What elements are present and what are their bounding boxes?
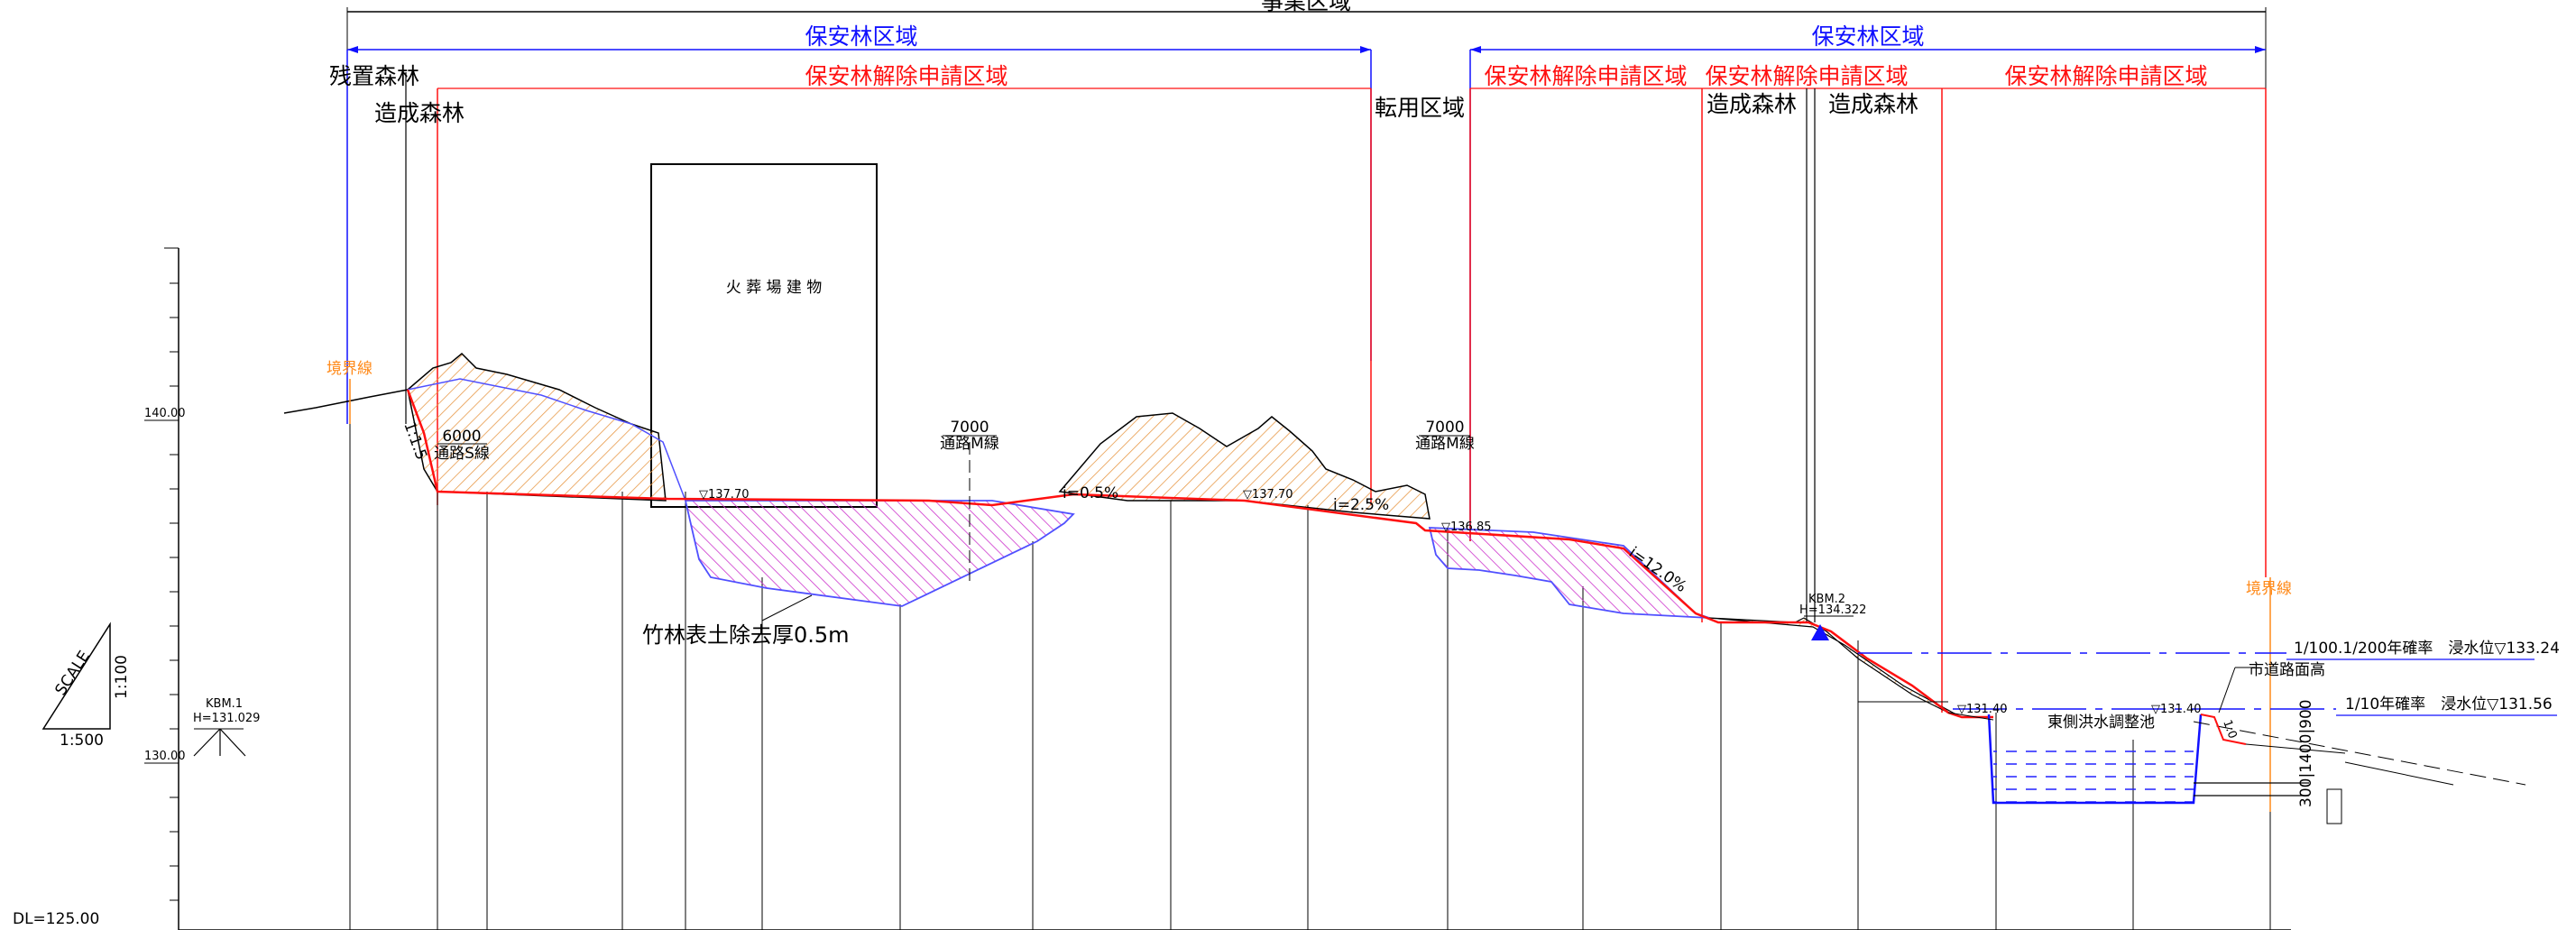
scale-vertical: 1:100 [113,655,131,699]
tick-130: 130.00 [144,750,186,763]
crematorium-building: 火 葬 場 建 物 [650,163,878,508]
road-m1-width: 7000 [950,419,989,437]
road-s-name: 通路S線 [434,445,490,463]
protection-forest-left-dimension: 保安林区域 [346,23,1372,424]
original-ground-blue [407,378,686,502]
created-forest-r1-label: 造成森林 [1707,91,1797,117]
boundary-left-label: 境界線 [327,360,373,378]
protection-forest-right-label: 保安林区域 [1811,23,1924,50]
flood-100-label: 1/100.1/200年確率 浸水位▽133.24 [2294,640,2560,658]
kbm2-name: KBM.2 [1808,593,1845,606]
road-s: 6000 通路S線 [434,428,490,463]
protection-forest-left-label: 保安林区域 [805,23,917,50]
release-area-r3-label: 保安林解除申請区域 [2004,63,2207,89]
bamboo-note-label: 竹林表土除去厚0.5m [642,622,850,648]
project-area-label: 事業区域 [1261,0,1351,14]
conversion-area-label: 転用区域 [1375,95,1465,121]
kbm1-name: KBM.1 [206,697,243,711]
road-s-width: 6000 [442,428,481,446]
forest-labels: 残置森林 造成森林 転用区域 造成森林 造成森林 [329,63,1918,622]
road-m2-name: 通路M線 [1415,435,1475,453]
pond-dims: 300|1400|900 [2297,699,2315,807]
flood-pond: 東側洪水調整池 ▽131.40 ▽131.40 1:0 市道路面高 300|14… [1857,661,2526,930]
fill-area-hatch-2 [1428,527,1710,619]
tick-140: 140.00 [144,407,186,420]
boundary-lines: 境界線 境界線 [327,360,2292,812]
kbm2-marker: KBM.2 H=134.322 [1799,593,1866,640]
building-label: 火 葬 場 建 物 [726,279,823,297]
grade-2: i=2.5% [1333,496,1389,514]
planned-grade-line [406,389,1993,719]
elev-pond-left: ▽131.40 [1957,703,2008,716]
datum-label: DL=125.00 [13,910,99,928]
elev-pond-right: ▽131.40 [2151,703,2202,716]
pond-label: 東側洪水調整池 [2047,714,2155,732]
pond-slope: 1:0 [2220,718,2239,741]
release-area-r2-label: 保安林解除申請区域 [1705,63,1908,89]
road-m2: 7000 通路M線 [1415,419,1475,453]
elev-3: ▽136.85 [1441,520,1492,534]
flood-10-label: 1/10年確率 浸水位▽131.56 [2345,695,2553,714]
remaining-forest-label: 残置森林 [329,63,419,89]
elevation-ruler: 140.00 130.00 DL=125.00 [13,247,2291,930]
created-forest-r2-label: 造成森林 [1828,91,1918,117]
release-area-main-label: 保安林解除申請区域 [805,63,1007,89]
elev-2: ▽137.70 [1243,488,1293,502]
elev-1: ▽137.70 [699,488,750,502]
flood-levels: 1/100.1/200年確率 浸水位▽133.24 1/10年確率 浸水位▽13… [1858,640,2560,716]
fill-area-hatch [684,500,1075,607]
kbm1-marker: KBM.1 H=131.029 [193,697,260,757]
release-area-dimensions: 保安林解除申請区域 保安林解除申請区域 保安林解除申請区域 保安林解除申請区域 [437,63,2267,713]
grade-1: i=0.5% [1063,484,1118,502]
kbm2-height: H=134.322 [1799,603,1866,617]
cut-area-hatch-2 [1058,412,1431,520]
original-ground-left [283,389,409,414]
scale-title: SCALE [51,648,93,699]
scale-horizontal: 1:500 [60,732,104,750]
kbm1-height: H=131.029 [193,712,260,725]
road-m2-width: 7000 [1425,419,1464,437]
release-area-r1-label: 保安林解除申請区域 [1484,63,1687,89]
boundary-right-label: 境界線 [2246,580,2292,598]
bamboo-note: 竹林表土除去厚0.5m [642,594,850,648]
created-forest-left-label: 造成森林 [374,100,465,126]
road-m1-name: 通路M線 [940,435,999,453]
road-m1: 7000 通路M線 [940,419,999,586]
city-road-label: 市道路面高 [2249,661,2325,679]
scale-triangle: SCALE 1:100 1:500 [41,622,131,750]
